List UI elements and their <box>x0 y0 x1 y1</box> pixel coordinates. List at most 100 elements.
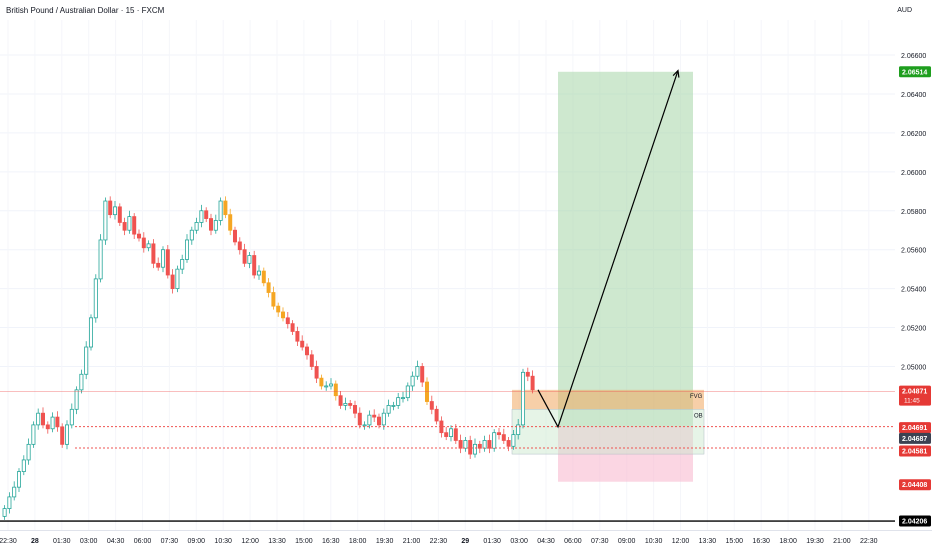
candle-up <box>7 496 12 509</box>
candle-up <box>482 440 487 449</box>
y-tick-label: 2.06600 <box>901 53 926 60</box>
candle-down <box>242 249 247 264</box>
candle-down <box>453 428 458 441</box>
x-tick-label: 10:30 <box>645 538 663 545</box>
candle-down <box>252 255 257 276</box>
time-axis-separator <box>0 530 932 531</box>
candle-up <box>400 397 405 400</box>
x-tick-label: 12:00 <box>241 538 259 545</box>
candle-down <box>496 432 501 436</box>
candle-up <box>26 443 31 461</box>
price-tag <box>899 66 931 78</box>
candle-down <box>319 377 324 387</box>
candle-down <box>266 282 271 293</box>
candle-up <box>12 486 17 498</box>
candle-up <box>213 220 218 231</box>
candle-up <box>391 405 396 407</box>
candle-down <box>348 403 353 406</box>
candle-up <box>113 206 118 216</box>
candle-up <box>492 432 497 449</box>
x-tick-label: 21:00 <box>833 538 851 545</box>
candle-down <box>487 440 492 449</box>
candle-down <box>108 200 113 216</box>
candle-down <box>530 375 535 391</box>
price-tag <box>899 479 931 491</box>
y-tick-label: 2.05200 <box>901 326 926 333</box>
candle-up <box>31 424 36 445</box>
candle-down <box>156 262 161 268</box>
price-tag-value: 2.04206 <box>902 519 927 526</box>
candle-up <box>521 371 526 426</box>
candle-up <box>93 278 98 319</box>
x-tick-label: 22:30 <box>430 538 448 545</box>
candle-down <box>352 405 357 414</box>
candle-up <box>79 373 84 391</box>
candle-down <box>285 317 290 325</box>
y-tick-label: 2.06000 <box>901 170 926 177</box>
x-tick-label: 01:30 <box>53 538 71 545</box>
candle-up <box>184 239 189 260</box>
candle-down <box>228 214 233 231</box>
x-tick-label: 22:30 <box>0 538 17 545</box>
symbol-title[interactable]: British Pound / Australian Dollar · 15 ·… <box>6 6 165 15</box>
candle-down <box>208 218 213 231</box>
candle-up <box>218 200 223 221</box>
x-tick-label: 18:00 <box>779 538 797 545</box>
candle-down <box>276 305 281 313</box>
y-tick-label: 2.06200 <box>901 131 926 138</box>
price-tag <box>899 385 931 406</box>
candle-down <box>525 371 530 377</box>
y-tick-label: 2.05800 <box>901 209 926 216</box>
candle-up <box>16 471 21 488</box>
price-tag-value: 2.06514 <box>902 69 927 76</box>
candle-down <box>41 412 46 426</box>
candle-down <box>151 243 156 264</box>
candle-down <box>60 426 65 445</box>
candle-down <box>55 416 60 428</box>
price-tag-value: 2.04408 <box>902 482 927 489</box>
candle-down <box>204 210 209 219</box>
candle-down <box>357 412 362 426</box>
candle-up <box>69 408 74 426</box>
candle-down <box>237 241 242 251</box>
candle-up <box>189 229 194 241</box>
candle-up <box>194 222 199 231</box>
candle-down <box>444 432 449 437</box>
candle-down <box>132 216 137 235</box>
x-tick-label: 04:30 <box>537 538 555 545</box>
x-tick-label: 13:30 <box>699 538 717 545</box>
fvg-zone <box>512 389 704 410</box>
candle-up <box>516 424 521 436</box>
price-tag <box>899 515 931 527</box>
candle-down <box>501 434 506 441</box>
candle-down <box>372 414 377 418</box>
candle-down <box>122 222 127 231</box>
x-tick-label: 09:00 <box>188 538 206 545</box>
x-tick-label: 22:30 <box>860 538 878 545</box>
candle-up <box>74 389 79 410</box>
price-tag-value: 2.04691 <box>902 425 927 432</box>
candle-up <box>472 443 477 455</box>
ob-zone <box>511 409 705 455</box>
candle-up <box>386 405 391 414</box>
price-tag <box>899 445 931 457</box>
candle-up <box>127 216 132 231</box>
x-tick-label: 28 <box>31 538 39 545</box>
x-tick-label: 03:00 <box>80 538 98 545</box>
candle-down <box>141 237 146 249</box>
y-tick-label: 2.06400 <box>901 92 926 99</box>
candle-up <box>146 243 151 249</box>
fvg-label: FVG <box>690 394 703 400</box>
y-tick-label: 2.05400 <box>901 287 926 294</box>
candle-down <box>304 346 309 356</box>
price-tag-countdown: 11:45 <box>904 398 920 405</box>
x-tick-label: 16:30 <box>322 538 340 545</box>
x-tick-label: 18:00 <box>349 538 367 545</box>
price-tag <box>899 432 931 444</box>
candle-up <box>343 403 348 406</box>
candle-up <box>247 255 252 264</box>
grid <box>0 20 895 530</box>
candle-down <box>309 354 314 367</box>
candle-down <box>271 292 276 307</box>
